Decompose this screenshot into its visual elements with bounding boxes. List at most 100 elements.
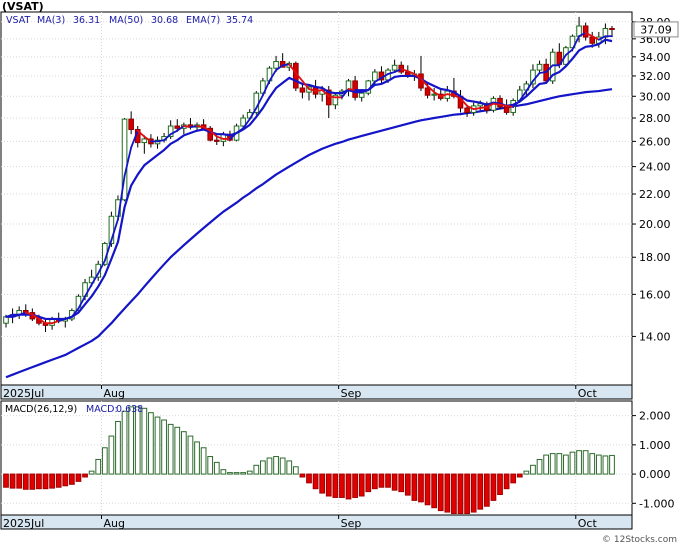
candle-body bbox=[359, 93, 364, 97]
macd-bar bbox=[175, 427, 180, 474]
macd-bar bbox=[544, 455, 549, 474]
price-tick-label: 34.00 bbox=[639, 51, 671, 64]
macd-bar bbox=[425, 474, 430, 505]
macd-bar bbox=[458, 474, 463, 513]
macd-bar bbox=[76, 474, 81, 481]
price-x-tick-label: 2025Jul bbox=[3, 387, 44, 400]
candle-body bbox=[504, 107, 509, 112]
macd-bar bbox=[610, 455, 615, 474]
macd-bar bbox=[102, 448, 107, 474]
macd-bar bbox=[50, 474, 55, 488]
macd-bar bbox=[346, 474, 351, 499]
macd-legend-label: MACD(26,12,9) bbox=[5, 404, 77, 415]
macd-bar bbox=[63, 474, 68, 486]
macd-bar bbox=[122, 411, 127, 474]
macd-bar bbox=[241, 473, 246, 474]
ma3-segment bbox=[316, 90, 323, 91]
macd-bar bbox=[30, 474, 35, 489]
macd-bar bbox=[399, 474, 404, 492]
macd-bar bbox=[221, 470, 226, 474]
macd-bar bbox=[162, 420, 167, 474]
price-x-tick-label: Aug bbox=[104, 387, 125, 400]
macd-bar bbox=[340, 474, 345, 497]
macd-bar bbox=[10, 474, 15, 488]
macd-bar bbox=[89, 471, 94, 474]
macd-bar bbox=[234, 473, 239, 474]
macd-bar bbox=[261, 461, 266, 474]
macd-bar bbox=[419, 474, 424, 502]
macd-bar bbox=[287, 461, 292, 474]
price-x-tick-label: Oct bbox=[578, 387, 598, 400]
macd-bar bbox=[228, 473, 233, 474]
macd-bar bbox=[517, 474, 522, 477]
macd-bar bbox=[116, 421, 121, 474]
candle-body bbox=[142, 139, 147, 143]
ma3-segment bbox=[190, 126, 197, 127]
legend-ma50-value: 30.68 bbox=[151, 15, 178, 26]
ma3-segment bbox=[349, 89, 356, 90]
macd-bar bbox=[372, 474, 377, 489]
macd-bar bbox=[524, 471, 529, 474]
macd-tick-label: -1.000 bbox=[639, 497, 674, 510]
candle-body bbox=[214, 140, 219, 141]
price-tick-label: 24.00 bbox=[639, 161, 671, 174]
macd-bar bbox=[550, 454, 555, 474]
macd-bar bbox=[135, 407, 140, 474]
price-tick-label: 16.00 bbox=[639, 288, 671, 301]
macd-bar bbox=[69, 474, 74, 484]
ma3-segment bbox=[329, 96, 336, 97]
macd-bar bbox=[168, 424, 173, 474]
macd-bar bbox=[195, 442, 200, 474]
watermark: © 12Stocks.com bbox=[602, 535, 677, 545]
macd-bar bbox=[17, 474, 22, 488]
macd-bar bbox=[293, 467, 298, 474]
macd-bar bbox=[570, 452, 575, 474]
macd-xaxis-band bbox=[1, 515, 632, 529]
legend-ema7-value: 35.74 bbox=[226, 15, 253, 26]
ma3-segment bbox=[507, 106, 514, 107]
last-price-tag: 37.09 bbox=[634, 22, 678, 37]
macd-bar bbox=[129, 407, 134, 474]
macd-bar bbox=[590, 454, 595, 474]
macd-bar bbox=[149, 413, 154, 474]
macd-bar bbox=[478, 474, 483, 509]
macd-bar bbox=[471, 474, 476, 512]
macd-bar bbox=[208, 457, 213, 475]
price-x-tick-label: Sep bbox=[341, 387, 362, 400]
macd-tick-label: 2.000 bbox=[639, 410, 671, 423]
macd-legend: MACD(26,12,9) MACD: 0.638 bbox=[5, 404, 143, 415]
macd-legend-value-label: MACD: bbox=[86, 404, 118, 415]
macd-bar bbox=[274, 457, 279, 475]
macd-bar bbox=[280, 458, 285, 474]
macd-bar bbox=[557, 454, 562, 474]
legend-ticker: VSAT bbox=[6, 15, 30, 26]
macd-bar bbox=[96, 459, 101, 474]
macd-bar bbox=[254, 465, 259, 474]
legend-ma50-label: MA(50) bbox=[109, 15, 143, 26]
macd-bar bbox=[4, 474, 9, 487]
macd-bar bbox=[392, 474, 397, 490]
macd-bar bbox=[564, 455, 569, 474]
macd-bar bbox=[142, 408, 147, 474]
ma3-segment bbox=[480, 107, 487, 108]
price-tick-label: 32.00 bbox=[639, 70, 671, 83]
price-tick-label: 20.00 bbox=[639, 218, 671, 231]
macd-tick-label: 1.000 bbox=[639, 439, 671, 452]
macd-x-tick-label: Aug bbox=[104, 517, 125, 530]
macd-bar bbox=[379, 474, 384, 487]
macd-bar bbox=[432, 474, 437, 508]
price-tick-label: 22.00 bbox=[639, 188, 671, 201]
macd-bar bbox=[504, 474, 509, 489]
candle-body bbox=[610, 29, 615, 30]
macd-legend-value: 0.638 bbox=[116, 404, 143, 415]
macd-bar bbox=[201, 448, 206, 474]
legend-ma3-label: MA(3) bbox=[37, 15, 65, 26]
legend-ma3-value: 36.31 bbox=[73, 15, 100, 26]
macd-bar bbox=[313, 474, 318, 489]
macd-bar bbox=[531, 465, 536, 474]
macd-bar bbox=[43, 474, 48, 489]
macd-bar bbox=[438, 474, 443, 511]
macd-bar bbox=[583, 451, 588, 474]
